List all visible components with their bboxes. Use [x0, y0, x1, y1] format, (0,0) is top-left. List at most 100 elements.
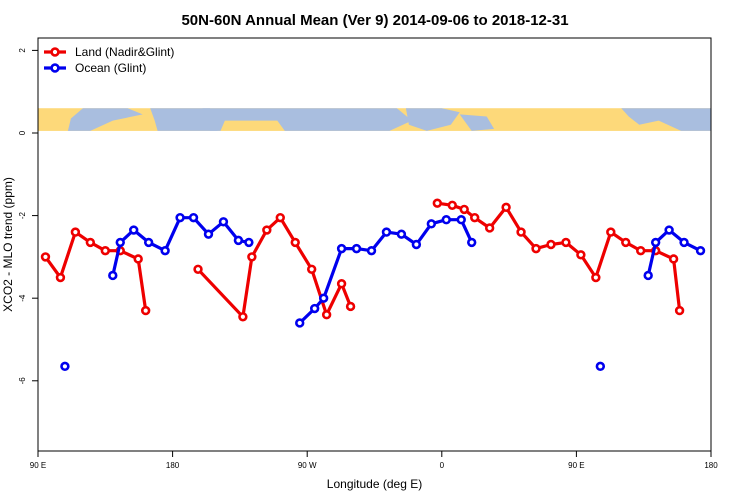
map-ocean-3 — [405, 108, 460, 131]
data-point — [674, 305, 685, 316]
x-axis: 90 E 180 90 W 0 90 E 180 — [30, 451, 718, 470]
data-point — [606, 227, 616, 237]
data-point — [636, 245, 646, 256]
data-point — [143, 237, 154, 248]
data-point — [262, 225, 272, 235]
data-point — [411, 239, 422, 250]
data-point — [193, 264, 203, 274]
data-point — [129, 225, 139, 235]
data-point — [561, 237, 571, 248]
data-point — [351, 243, 362, 254]
y-tick-label: 2 — [18, 48, 27, 53]
x-axis-label: Longitude (deg E) — [327, 477, 422, 491]
data-point — [160, 245, 170, 256]
x-tick-label: 90 E — [568, 461, 584, 470]
data-point — [668, 254, 679, 264]
data-point — [309, 303, 320, 314]
data-point — [664, 225, 674, 235]
data-point — [336, 279, 347, 289]
data-point — [295, 318, 305, 328]
legend-marker — [50, 47, 60, 57]
data-point — [426, 219, 437, 229]
y-axis-label: XCO2 - MLO trend (ppm) — [1, 177, 15, 312]
data-point — [381, 227, 392, 237]
data-point — [188, 212, 199, 223]
x-tick-label: 180 — [166, 461, 180, 470]
data-point — [55, 272, 66, 283]
world-map-strip — [38, 108, 711, 131]
data-point — [306, 264, 317, 274]
data-point — [203, 229, 214, 239]
data-point — [247, 252, 257, 262]
data-point — [591, 272, 601, 283]
data-point — [432, 198, 443, 208]
data-point — [60, 361, 70, 372]
data-point — [115, 237, 125, 248]
x-tick-label: 90 E — [30, 461, 46, 470]
data-point — [233, 235, 244, 246]
y-tick-label: -6 — [18, 377, 27, 385]
y-tick-label: -2 — [18, 211, 27, 219]
data-point — [275, 212, 285, 223]
legend-label: Ocean (Glint) — [75, 61, 146, 75]
data-point — [546, 239, 556, 250]
data-point — [244, 237, 254, 248]
data-point — [531, 243, 541, 254]
legend: Land (Nadir&Glint) Ocean (Glint) — [44, 45, 174, 75]
series-line — [196, 216, 353, 319]
data-point — [321, 310, 332, 320]
data-point — [576, 250, 586, 260]
data-point — [40, 252, 51, 262]
data-point — [70, 227, 81, 237]
data-point — [516, 227, 526, 237]
data-point — [621, 237, 631, 248]
data-point — [100, 245, 111, 256]
x-tick-label: 90 W — [298, 461, 317, 470]
series-ocean — [60, 212, 706, 372]
map-ocean-0 — [67, 108, 143, 131]
data-point — [366, 245, 377, 256]
data-point — [650, 237, 661, 248]
legend-marker — [50, 63, 60, 73]
data-point — [175, 212, 185, 223]
chart-title: 50N-60N Annual Mean (Ver 9) 2014-09-06 t… — [181, 12, 568, 29]
data-point — [470, 212, 480, 223]
map-ocean-1 — [150, 108, 218, 131]
data-point — [501, 202, 511, 213]
y-tick-label: -4 — [18, 294, 27, 302]
data-point — [456, 215, 466, 225]
data-point — [238, 312, 248, 322]
data-point — [467, 237, 477, 248]
series-layer — [40, 198, 706, 372]
data-point — [133, 254, 143, 264]
data-point — [218, 217, 229, 227]
data-point — [345, 301, 356, 312]
legend-label: Land (Nadir&Glint) — [75, 45, 174, 59]
map-ocean-4 — [459, 114, 495, 131]
data-point — [679, 237, 689, 248]
y-tick-label: 0 — [18, 130, 27, 135]
data-point — [695, 245, 706, 256]
data-point — [108, 270, 118, 281]
data-point — [318, 293, 329, 303]
plot-frame — [37, 37, 712, 452]
series-land — [40, 198, 685, 322]
data-point — [140, 305, 151, 316]
data-point — [290, 237, 300, 248]
data-point — [85, 237, 96, 248]
data-point — [459, 204, 469, 215]
map-ocean-5 — [621, 108, 711, 131]
data-point — [441, 215, 451, 225]
data-point — [447, 200, 457, 210]
data-point — [336, 243, 347, 254]
data-point — [595, 361, 606, 372]
map-ocean-2 — [202, 108, 412, 131]
data-point — [484, 223, 495, 233]
data-point — [396, 229, 407, 239]
x-tick-label: 0 — [440, 461, 445, 470]
data-point — [643, 270, 653, 281]
series-line — [44, 230, 148, 311]
y-axis: 2 0 -2 -4 -6 — [18, 48, 38, 385]
x-tick-label: 180 — [704, 461, 718, 470]
